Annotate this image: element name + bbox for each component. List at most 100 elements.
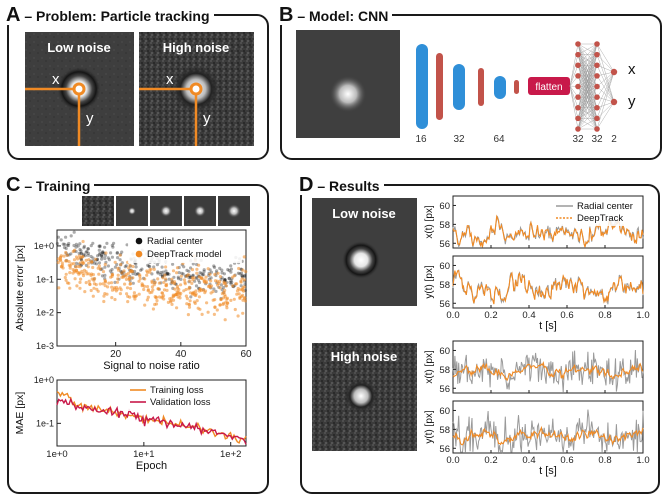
y-axis-label: Absolute error [px] [14, 245, 26, 331]
legend-label: DeepTrack [577, 213, 623, 224]
dense-node-b [594, 83, 600, 90]
data-point [79, 277, 83, 281]
data-point [223, 318, 227, 322]
data-point [215, 308, 219, 312]
y-axis-label: y(t) [px] [424, 410, 435, 444]
data-point [128, 286, 133, 291]
data-point [218, 266, 222, 270]
y-axis-label: y(t) [px] [424, 265, 435, 299]
data-point [209, 279, 213, 283]
data-point [187, 303, 191, 307]
panel-c-title: C – Training [4, 175, 95, 195]
flatten-edge [569, 85, 579, 108]
data-point [116, 256, 120, 260]
data-point [218, 303, 222, 307]
data-point [243, 299, 247, 303]
data-point [220, 268, 224, 272]
data-point [139, 268, 143, 272]
data-point [131, 281, 135, 285]
data-point [133, 297, 137, 301]
data-point [226, 301, 230, 305]
data-point [187, 276, 191, 280]
data-point [176, 277, 181, 281]
data-point [155, 263, 159, 267]
data-point [202, 268, 206, 272]
data-point [169, 300, 173, 304]
data-point [62, 245, 67, 250]
data-point [100, 251, 104, 255]
data-point [148, 270, 152, 274]
data-point [84, 258, 88, 262]
data-point [103, 284, 107, 288]
data-point [206, 267, 210, 271]
data-point [116, 273, 120, 277]
data-point [65, 259, 69, 263]
data-point [64, 246, 68, 251]
data-point [100, 257, 104, 261]
data-point [227, 276, 231, 280]
data-point [242, 278, 246, 282]
data-point [137, 279, 141, 283]
data-point [101, 282, 105, 286]
data-point [99, 254, 103, 258]
data-point [165, 272, 169, 277]
data-point [222, 280, 226, 284]
data-point [100, 253, 104, 257]
dense-node-a [575, 41, 581, 47]
data-point [94, 257, 98, 261]
data-point [118, 292, 122, 296]
data-point [102, 294, 106, 298]
data-point [171, 293, 175, 297]
data-point [103, 273, 107, 277]
data-point [187, 269, 191, 273]
data-point [167, 277, 171, 281]
data-point [125, 292, 129, 296]
data-point [64, 250, 68, 255]
data-point [83, 254, 87, 258]
data-point [150, 285, 154, 289]
data-point [72, 258, 77, 262]
panel-b-title: B – Model: CNN [277, 5, 393, 25]
data-point [74, 261, 79, 265]
data-point [98, 282, 102, 286]
data-point [118, 258, 122, 262]
data-point [216, 271, 220, 275]
data-point [202, 278, 206, 282]
x-tick-label: 0.6 [560, 310, 573, 321]
data-point [235, 289, 240, 293]
data-point [122, 269, 126, 273]
data-point [124, 277, 129, 281]
data-point [69, 252, 73, 256]
legend-label: DeepTrack model [147, 249, 222, 260]
data-point [156, 270, 160, 274]
legend-label: Radial center [577, 201, 633, 212]
data-point [69, 234, 73, 238]
data-point [177, 271, 181, 275]
data-point [72, 262, 76, 266]
data-point [111, 245, 115, 249]
d-low-noise-label: Low noise [332, 206, 396, 221]
data-point [212, 312, 216, 316]
data-point [145, 273, 149, 277]
data-point [177, 287, 181, 292]
dense-node-b [594, 94, 600, 100]
data-point [229, 267, 233, 271]
data-point [165, 288, 169, 292]
data-point [118, 253, 122, 257]
dense-edge [577, 43, 598, 98]
data-point [171, 269, 176, 273]
data-point [222, 301, 226, 305]
data-point [184, 294, 188, 298]
data-point [240, 277, 244, 281]
data-point [190, 281, 194, 285]
data-point [172, 275, 176, 279]
low-noise-result-image: Low noise [312, 198, 417, 306]
low-noise-label: Low noise [47, 40, 111, 55]
data-point [231, 275, 235, 279]
data-point [109, 281, 114, 285]
y-tick-label: 1e-2 [36, 308, 54, 318]
data-point [92, 286, 96, 290]
data-point [86, 247, 90, 251]
trace-frame [452, 400, 644, 454]
layer-count-labels: 16 32 64 32 32 2 [415, 134, 617, 145]
